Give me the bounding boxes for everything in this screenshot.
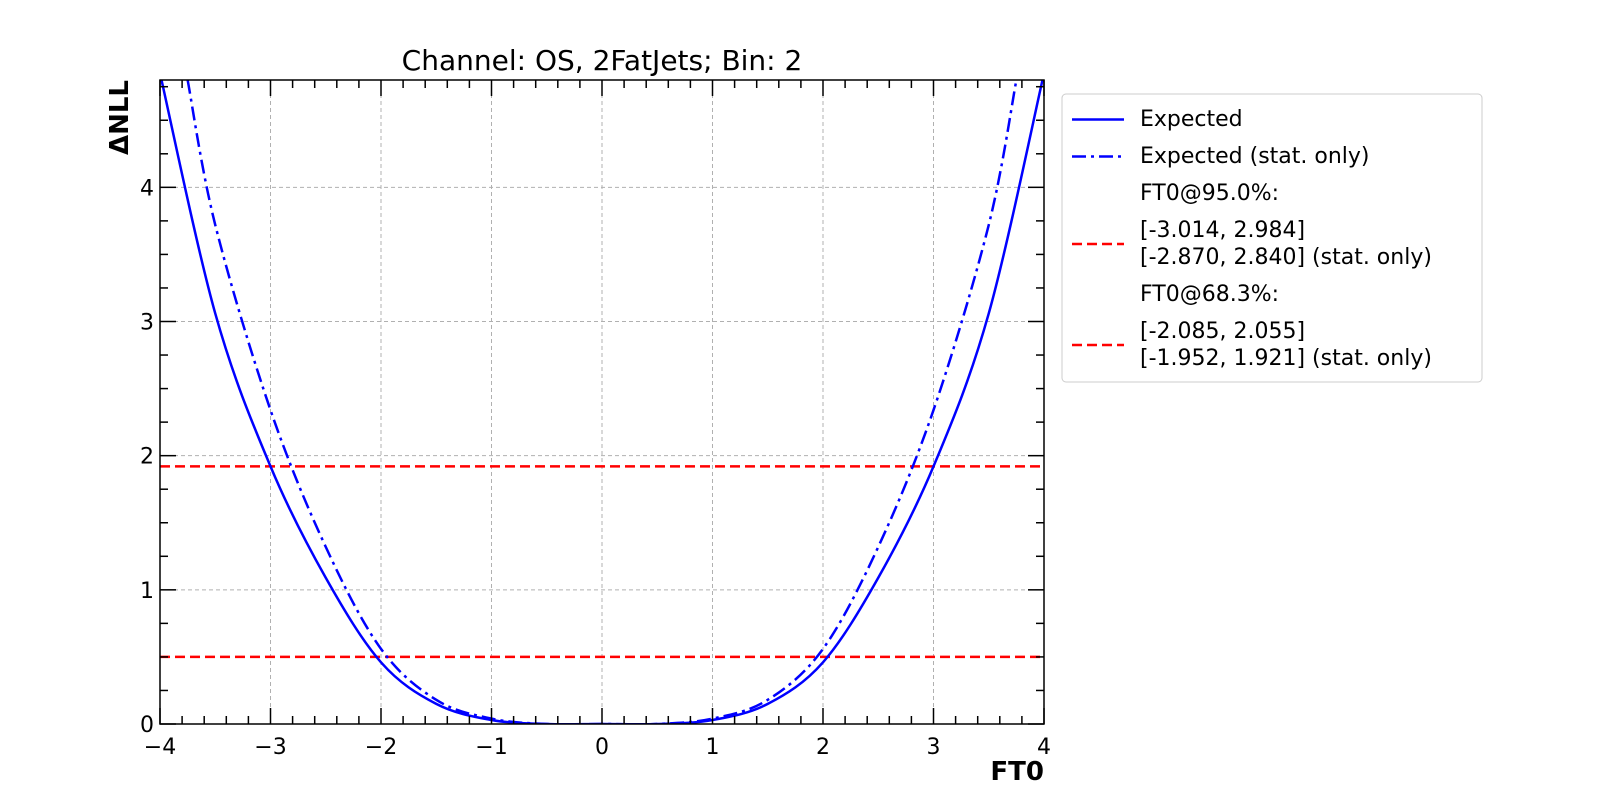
x-tick-label: 1 <box>706 735 720 760</box>
x-tick-label: −2 <box>365 735 397 760</box>
legend-label: [-2.085, 2.055] <box>1140 319 1305 344</box>
tick-labels: −4 −3 −2 −1 0 1 2 3 4 0 1 2 3 4 <box>140 176 1051 760</box>
chart-title: Channel: OS, 2FatJets; Bin: 2 <box>402 44 803 77</box>
legend-label: FT0@95.0%: <box>1140 181 1279 206</box>
series-expected-line <box>160 80 1044 724</box>
series-expected-stat-only-line <box>186 80 1018 724</box>
y-tick-label: 2 <box>140 445 154 470</box>
y-tick-label: 1 <box>140 579 154 604</box>
x-tick-label: 0 <box>595 735 609 760</box>
y-tick-label: 0 <box>140 713 154 738</box>
x-tick-label: −4 <box>144 735 176 760</box>
legend-label: Expected (stat. only) <box>1140 144 1370 169</box>
ticks <box>159 80 1045 725</box>
legend-label: [-2.870, 2.840] (stat. only) <box>1140 245 1432 270</box>
x-tick-label: −1 <box>475 735 507 760</box>
legend-box <box>1061 93 1483 383</box>
grid <box>160 80 1044 724</box>
y-tick-label: 4 <box>140 176 154 201</box>
series-lines <box>160 80 1044 724</box>
y-tick-label: 3 <box>140 311 154 336</box>
legend-label: FT0@68.3%: <box>1140 282 1279 307</box>
threshold-lines <box>160 465 1044 659</box>
legend-label: [-1.952, 1.921] (stat. only) <box>1140 346 1432 371</box>
x-axis-label: FT0 <box>990 757 1044 787</box>
x-tick-label: 3 <box>927 735 941 760</box>
legend: Expected Expected (stat. only) FT0@95.0%: [… <box>1061 93 1483 383</box>
legend-label: Expected <box>1140 107 1243 132</box>
x-tick-label: −3 <box>254 735 286 760</box>
x-tick-label: 4 <box>1037 735 1051 760</box>
legend-label: [-3.014, 2.984] <box>1140 218 1305 243</box>
x-tick-label: 2 <box>816 735 830 760</box>
plot-area <box>160 80 1044 724</box>
y-axis-label: ΔNLL <box>105 80 135 155</box>
